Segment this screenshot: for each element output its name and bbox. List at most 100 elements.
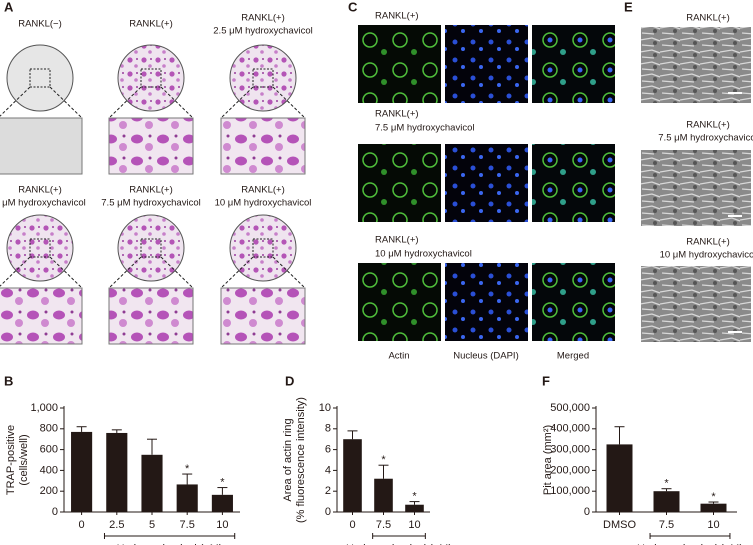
y-tick-label: 200: [40, 485, 58, 497]
well-image: [117, 214, 185, 282]
sample-label: 10 μM hydroxychavicol: [215, 198, 312, 209]
zoom-region: [140, 238, 162, 258]
sample-label: RANKL(+): [241, 13, 285, 24]
row-label: RANKL(+): [375, 109, 419, 120]
significance-mark: *: [220, 476, 225, 488]
sample-label: RANKL(+): [18, 185, 62, 196]
y-tick-label: 10: [319, 402, 331, 414]
y-tick-label: 0: [584, 506, 590, 518]
sample-label: RANKL(+): [129, 185, 173, 196]
y-tick-label: 600: [40, 444, 58, 456]
column-label: Merged: [557, 351, 589, 362]
zoom-image: [0, 117, 83, 175]
x-tick-label: 7.5: [180, 519, 195, 531]
bar: [405, 504, 424, 512]
column-label: Actin: [388, 351, 409, 362]
y-tick-label: 500,000: [550, 402, 590, 414]
zoom-image: [108, 287, 194, 345]
bar: [141, 454, 163, 512]
zoom-guide: [220, 86, 254, 119]
fluorescence-image: [532, 25, 615, 103]
x-axis-label: Hydroxychavicol (μM): [346, 543, 452, 545]
sem-image: [641, 150, 751, 226]
y-tick-label: 400,000: [550, 423, 590, 435]
zoom-image: [108, 117, 194, 175]
y-axis-label: (cells/well): [18, 434, 30, 485]
zoom-image: [220, 287, 306, 345]
column-label: Nucleus (DAPI): [453, 351, 518, 362]
x-tick-label: 2.5: [109, 519, 124, 531]
zoom-image: [220, 117, 306, 175]
well-image: [229, 44, 297, 112]
zoom-guide: [0, 256, 31, 287]
zoom-region: [252, 68, 274, 88]
panel-letter: C: [348, 0, 358, 14]
sample-label: 5 μM hydroxychavicol: [0, 198, 86, 209]
significance-mark: *: [412, 491, 417, 503]
bar: [211, 494, 233, 512]
sample-label: RANKL(+): [686, 237, 730, 248]
fluorescence-image: [445, 25, 528, 103]
significance-mark: *: [711, 491, 716, 503]
y-tick-label: 100,000: [550, 485, 590, 497]
y-axis-label: (% fluorescence intensity): [295, 397, 307, 523]
sem-image: [641, 27, 751, 103]
zoom-guide: [0, 86, 31, 117]
sample-label: RANKL(+): [686, 120, 730, 131]
well-image: [117, 44, 185, 112]
fluorescence-image: [445, 144, 528, 222]
fluorescence-image: [358, 144, 441, 222]
bar: [176, 484, 198, 512]
sample-label: RANKL(+): [686, 13, 730, 24]
y-tick-label: 0: [325, 506, 331, 518]
panel-letter: F: [542, 373, 550, 388]
y-tick-label: 300,000: [550, 444, 590, 456]
y-tick-label: 800: [40, 423, 58, 435]
x-tick-label: 0: [79, 519, 85, 531]
x-tick-label: 0: [349, 519, 355, 531]
bar: [106, 432, 128, 512]
sample-label: 10 μM hydroxychavicol: [660, 250, 753, 261]
row-label: 10 μM hydroxychavicol: [375, 249, 472, 260]
x-tick-label: 5: [149, 519, 155, 531]
x-tick-label: 7.5: [376, 519, 391, 531]
row-label: RANKL(+): [375, 11, 419, 22]
y-tick-label: 8: [325, 423, 331, 435]
zoom-image: [0, 287, 83, 345]
zoom-guide: [160, 256, 194, 289]
sample-label: RANKL(−): [18, 19, 62, 30]
panel-letter: E: [624, 0, 633, 14]
bar: [653, 491, 680, 512]
y-tick-label: 0: [52, 506, 58, 518]
x-tick-label: 10: [216, 519, 228, 531]
y-tick-label: 6: [325, 444, 331, 456]
x-tick-label: DMSO: [603, 519, 636, 531]
fluorescence-image: [358, 263, 441, 341]
zoom-region: [29, 68, 51, 88]
fluorescence-image: [532, 144, 615, 222]
zoom-guide: [49, 256, 83, 289]
zoom-guide: [272, 256, 306, 289]
sample-label: RANKL(+): [241, 185, 285, 196]
bar: [374, 478, 393, 512]
significance-mark: *: [664, 478, 669, 490]
well-image: [6, 214, 74, 282]
zoom-region: [140, 68, 162, 88]
y-axis-label: Area of actin ring: [282, 418, 294, 501]
x-tick-label: 10: [408, 519, 420, 531]
panel-letter: B: [4, 373, 13, 388]
sample-label: RANKL(+): [129, 19, 173, 30]
zoom-region: [252, 238, 274, 258]
zoom-region: [29, 238, 51, 258]
fluorescence-image: [532, 263, 615, 341]
zoom-guide: [272, 86, 306, 119]
significance-mark: *: [381, 454, 386, 466]
sample-label: 2.5 μM hydroxychavicol: [213, 26, 312, 37]
fluorescence-image: [358, 25, 441, 103]
bar: [71, 431, 93, 512]
y-tick-label: 200,000: [550, 464, 590, 476]
zoom-guide: [108, 86, 142, 119]
well-image: [6, 44, 74, 112]
x-tick-label: 7.5: [659, 519, 674, 531]
